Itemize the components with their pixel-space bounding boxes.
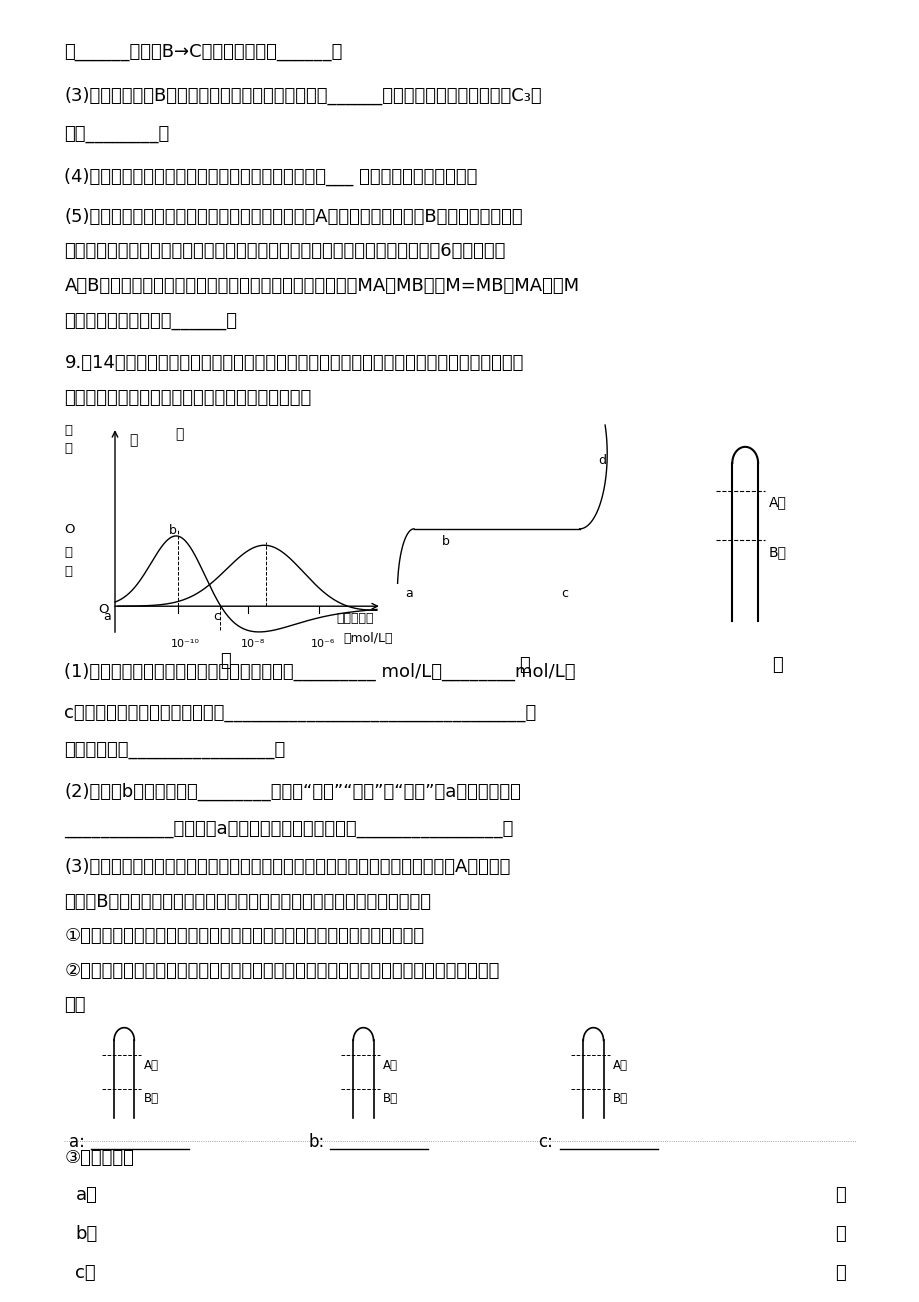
Text: A、B的对应部位截取相等面积的叶片，烘干称重，分别记为MA、MB；若M=MB－MA，则M: A、B的对应部位截取相等面积的叶片，烘干称重，分别记为MA、MB；若M=MB－M… — [64, 277, 579, 296]
Text: (2)乙图中b侧生长素浓度________（选填“大于”“小于”或“等于”）a侧，这是由于: (2)乙图中b侧生长素浓度________（选填“大于”“小于”或“等于”）a侧… — [64, 783, 521, 801]
Text: ②实验过程：给以左侧单侧光照射，在下列图中绘出插入云母片的位置，并在下面用文字说: ②实验过程：给以左侧单侧光照射，在下列图中绘出插入云母片的位置，并在下面用文字说 — [64, 962, 499, 980]
Text: 进: 进 — [64, 443, 73, 456]
Text: (4)乙图中，经过一昼夜后，番茄植株体内有机物含量___ （增多、减少、或不变）: (4)乙图中，经过一昼夜后，番茄植株体内有机物含量___ （增多、减少、或不变） — [64, 168, 477, 186]
Text: 丙所示），并采用适当的方法阻止两部分的物质和能量转移。在适宜光照下照射6小时后，在: 丙所示），并采用适当的方法阻止两部分的物质和能量转移。在适宜光照下照射6小时后，… — [64, 242, 505, 260]
Text: b: b — [169, 525, 176, 538]
Text: (3)为验证在单侧光照射下，丙图燕麦胚芽鞘尖端产生的生长素的横向运输发生在A段而不是: (3)为验证在单侧光照射下，丙图燕麦胚芽鞘尖端产生的生长素的横向运输发生在A段而… — [64, 858, 510, 876]
Text: 发生在B段。某同学设计了如下实验步骤，请帮助其完成下列有关实验过程：: 发生在B段。某同学设计了如下实验步骤，请帮助其完成下列有关实验过程： — [64, 893, 431, 910]
Text: O: O — [98, 603, 108, 616]
Text: A段: A段 — [143, 1059, 158, 1072]
Text: A段: A段 — [612, 1059, 627, 1072]
Text: a．: a． — [75, 1186, 97, 1204]
Text: A段: A段 — [382, 1059, 397, 1072]
Text: A段: A段 — [768, 495, 786, 509]
Text: 。: 。 — [834, 1186, 845, 1204]
Text: 对芽的效应是________________。: 对芽的效应是________________。 — [64, 741, 285, 759]
Text: O: O — [64, 523, 74, 536]
Text: 根: 根 — [129, 434, 137, 447]
Text: d: d — [597, 454, 606, 467]
Text: a:: a: — [69, 1133, 85, 1151]
Text: 的确切含义可以描述为______。: 的确切含义可以描述为______。 — [64, 311, 237, 329]
Text: ____________引起的，a侧生长素对茎生长的效应是________________。: ____________引起的，a侧生长素对茎生长的效应是___________… — [64, 820, 513, 837]
Text: a: a — [103, 609, 110, 622]
Text: 甲: 甲 — [220, 652, 231, 671]
Text: 芽: 芽 — [175, 427, 183, 441]
Text: c:: c: — [538, 1133, 552, 1151]
Text: B段: B段 — [612, 1092, 627, 1105]
Text: B段: B段 — [143, 1092, 158, 1105]
Text: 量将________。: 量将________。 — [64, 125, 169, 143]
Text: c点生长素浓度对根生长的效应是_________________________________，: c点生长素浓度对根生长的效应是_________________________… — [64, 704, 536, 723]
Text: 抑: 抑 — [64, 546, 73, 559]
Text: c: c — [212, 609, 220, 622]
Text: 。: 。 — [834, 1264, 845, 1282]
Text: 10⁻⁸: 10⁻⁸ — [241, 638, 265, 648]
Text: 生长素浓度: 生长素浓度 — [335, 612, 373, 625]
Text: 乙: 乙 — [518, 656, 529, 674]
Text: b．: b． — [75, 1225, 97, 1243]
Text: c: c — [561, 587, 568, 600]
Text: (5)将一株生长正常的番茄幼苗对称叶片的一部分（A）遮光，另一部分（B）不做处理（如图: (5)将一株生长正常的番茄幼苗对称叶片的一部分（A）遮光，另一部分（B）不做处理… — [64, 208, 523, 225]
Text: 制: 制 — [64, 565, 73, 578]
Text: 10⁻¹⁰: 10⁻¹⁰ — [171, 638, 199, 648]
Text: (3)乙图中，若在B点突然停止光照，则甲图中的过程______将首先受到影响，叶绿体内C₃含: (3)乙图中，若在B点突然停止光照，则甲图中的过程______将首先受到影响，叶… — [64, 87, 541, 105]
Text: 。: 。 — [834, 1225, 845, 1243]
Text: 明。: 明。 — [64, 996, 85, 1014]
Text: 促: 促 — [64, 423, 73, 436]
Text: 培养一段时间后的生长情况；丙图表示燕麦胚芽鞘。: 培养一段时间后的生长情况；丙图表示燕麦胚芽鞘。 — [64, 389, 312, 408]
Text: （mol/L）: （mol/L） — [343, 631, 392, 644]
Text: a: a — [404, 587, 412, 600]
Text: ③实验结果：: ③实验结果： — [64, 1148, 134, 1167]
Text: B段: B段 — [768, 546, 787, 559]
Text: b: b — [441, 535, 449, 548]
Text: 10⁻⁶: 10⁻⁶ — [311, 638, 335, 648]
Text: 9.（14分）甲图表示燕麦幼苗生长素浓度与作用的关系；乙图表示将一株燕麦幼苗水平放置，: 9.（14分）甲图表示燕麦幼苗生长素浓度与作用的关系；乙图表示将一株燕麦幼苗水平… — [64, 354, 523, 372]
Text: ①实验材料及用具：燕麦胚芽鞘，一侧开孔的硬纸盒，薄云母片，光源等。: ①实验材料及用具：燕麦胚芽鞘，一侧开孔的硬纸盒，薄云母片，光源等。 — [64, 927, 424, 945]
Text: B段: B段 — [382, 1092, 397, 1105]
Text: 是______；曲线B→C段变化的原因是______。: 是______；曲线B→C段变化的原因是______。 — [64, 43, 343, 61]
Text: c．: c． — [75, 1264, 96, 1282]
Text: 丙: 丙 — [771, 656, 782, 674]
Text: (1)甲图中，根和芽的最适宜生长素浓度分别为_________ mol/L、________mol/L；: (1)甲图中，根和芽的最适宜生长素浓度分别为_________ mol/L、__… — [64, 663, 575, 681]
Text: b:: b: — [308, 1133, 324, 1151]
